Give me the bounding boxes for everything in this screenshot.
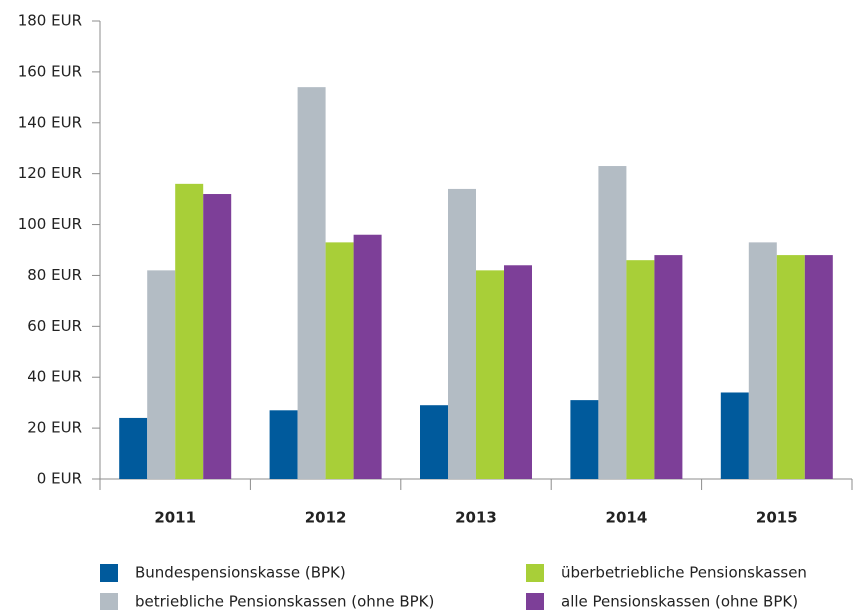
bar: [654, 255, 683, 479]
y-tick-label: 180 EUR: [18, 12, 82, 30]
bar: [570, 400, 599, 479]
bar: [626, 260, 655, 479]
x-tick-label: 2015: [756, 509, 798, 527]
bar: [748, 242, 777, 479]
bar: [598, 166, 627, 480]
legend-label: überbetriebliche Pensionskassen: [561, 564, 807, 582]
bar: [420, 405, 448, 479]
legend-swatch: [526, 593, 544, 610]
y-tick-label: 40 EUR: [27, 368, 82, 386]
bar: [353, 234, 382, 479]
bar: [269, 410, 298, 479]
legend-label: betriebliche Pensionskassen (ohne BPK): [135, 593, 434, 610]
x-tick-label: 2011: [154, 509, 196, 527]
y-tick-label: 80 EUR: [27, 266, 82, 284]
bar: [720, 392, 749, 479]
bar: [476, 270, 504, 479]
legend-swatch: [100, 564, 118, 582]
legend-label: alle Pensionskassen (ohne BPK): [561, 593, 798, 610]
y-tick-label: 60 EUR: [27, 317, 82, 335]
legend-swatch: [526, 564, 544, 582]
x-tick-label: 2014: [606, 509, 648, 527]
y-tick-label: 140 EUR: [18, 113, 82, 131]
bar: [776, 255, 805, 479]
bar: [804, 255, 833, 479]
bar: [119, 417, 148, 479]
bar: [448, 188, 476, 479]
y-tick-label: 0 EUR: [37, 470, 82, 488]
bar: [325, 242, 354, 479]
x-tick-label: 2012: [305, 509, 347, 527]
y-tick-label: 20 EUR: [27, 419, 82, 437]
y-tick-label: 160 EUR: [18, 62, 82, 80]
bar: [175, 183, 204, 479]
legend-label: Bundespensionskasse (BPK): [135, 564, 346, 582]
bar: [297, 87, 326, 480]
legend-swatch: [100, 593, 118, 610]
bar: [504, 265, 532, 479]
x-tick-label: 2013: [455, 509, 497, 527]
bar: [147, 270, 176, 479]
y-tick-label: 100 EUR: [18, 215, 82, 233]
y-tick-label: 120 EUR: [18, 164, 82, 182]
bar: [203, 194, 232, 479]
